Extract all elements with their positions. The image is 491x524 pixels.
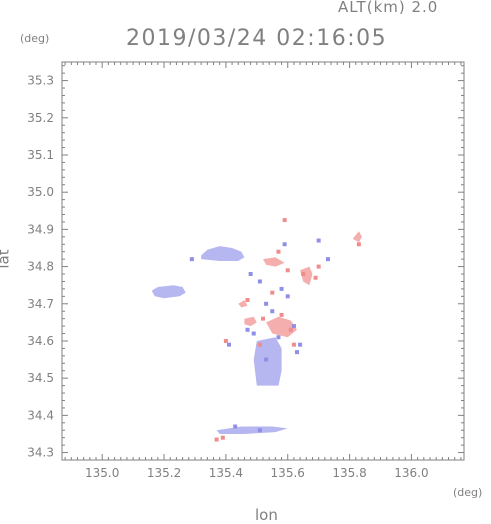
point-positive-27 (313, 275, 318, 280)
plot-frame (61, 61, 465, 461)
point-negative-8 (298, 342, 303, 347)
point-positive-24 (288, 327, 293, 332)
y-tick-label: 34.9 (27, 222, 54, 236)
point-positive-36 (356, 242, 361, 247)
point-positive-22 (261, 316, 265, 321)
point-negative-10 (276, 335, 281, 340)
point-positive-30 (285, 268, 290, 273)
point-negative-7 (291, 324, 296, 329)
point-positive-20 (282, 218, 287, 223)
x-axis-label: lon (255, 506, 278, 524)
point-negative-19 (264, 357, 269, 362)
point-positive-23 (279, 312, 284, 317)
region-positive-7 (263, 257, 285, 267)
region-negative-0 (201, 246, 245, 261)
point-positive-26 (301, 272, 306, 277)
point-negative-17 (257, 428, 262, 433)
point-negative-4 (270, 309, 275, 314)
x-unit-label: (deg) (453, 486, 483, 499)
region-positive-4 (300, 266, 313, 286)
point-positive-33 (214, 437, 219, 442)
point-negative-18 (226, 342, 231, 347)
data-marks (151, 218, 362, 442)
point-positive-35 (257, 342, 262, 347)
region-negative-3 (216, 426, 288, 434)
point-positive-29 (276, 249, 281, 254)
y-tick-label: 35.0 (27, 185, 54, 199)
x-tick-label: 135.4 (209, 466, 243, 480)
point-positive-31 (270, 290, 275, 295)
point-positive-28 (316, 264, 321, 269)
region-positive-9 (238, 300, 248, 308)
point-positive-32 (220, 435, 225, 440)
point-negative-15 (251, 331, 256, 336)
point-negative-12 (316, 238, 321, 243)
point-negative-13 (325, 257, 330, 262)
region-positive-8 (352, 231, 362, 243)
point-positive-21 (245, 298, 250, 303)
point-negative-11 (282, 242, 287, 247)
region-positive-5 (266, 316, 297, 338)
altitude-label: ALT(km) 2.0 (338, 0, 439, 16)
y-unit-label: (deg) (20, 32, 50, 45)
x-tick-label: 136.0 (394, 466, 428, 480)
point-negative-6 (285, 294, 290, 299)
point-negative-1 (248, 272, 253, 277)
point-negative-5 (279, 286, 284, 291)
y-tick-label: 34.5 (27, 371, 54, 385)
x-tick-label: 135.8 (332, 466, 366, 480)
region-positive-6 (244, 316, 257, 327)
point-negative-0 (189, 257, 194, 262)
point-negative-16 (233, 424, 238, 429)
y-tick-label: 34.8 (27, 260, 54, 274)
region-negative-1 (151, 285, 186, 299)
y-tick-label: 34.4 (27, 408, 54, 422)
point-negative-3 (264, 301, 269, 306)
point-positive-25 (291, 342, 296, 347)
y-tick-label: 35.1 (27, 148, 54, 162)
y-tick-label: 34.7 (27, 297, 54, 311)
x-tick-label: 135.2 (147, 466, 181, 480)
x-tick-label: 135.6 (271, 466, 305, 480)
point-negative-9 (295, 350, 300, 355)
point-negative-2 (257, 279, 262, 284)
point-negative-14 (245, 327, 250, 332)
y-tick-label: 34.6 (27, 334, 54, 348)
y-tick-label: 35.3 (27, 74, 54, 88)
chart-title: 2019/03/24 02:16:05 (126, 26, 388, 51)
point-positive-34 (223, 338, 228, 343)
axis-ticks: 135.0 135.2 135.4 135.6 135.8 136.0 34.3 34.4 34… (27, 62, 464, 480)
y-tick-label: 35.2 (27, 111, 54, 125)
y-tick-label: 34.3 (27, 446, 54, 460)
x-tick-label: 135.0 (85, 466, 119, 480)
